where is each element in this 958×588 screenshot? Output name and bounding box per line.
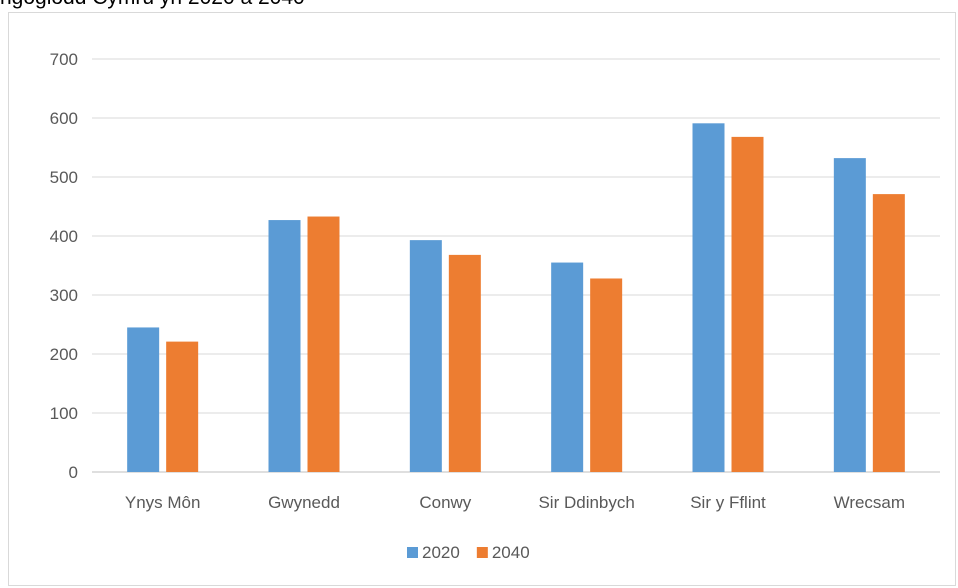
legend-swatch <box>407 547 418 558</box>
bars <box>127 123 905 473</box>
bar-2040 <box>166 341 199 472</box>
y-tick-label: 100 <box>50 404 78 423</box>
x-tick-label: Conwy <box>419 493 471 512</box>
y-tick-label: 0 <box>69 463 78 482</box>
x-axis-ticks: Ynys Môn Gwynedd Conwy Sir Ddinbych Sir y Ff… <box>125 493 905 512</box>
legend-label: 2040 <box>492 543 530 562</box>
legend: 2020 2040 <box>407 543 530 562</box>
y-tick-label: 700 <box>50 50 78 69</box>
x-tick-label: Ynys Môn <box>125 493 201 512</box>
chart-area <box>8 12 956 586</box>
bar-2040 <box>307 216 340 472</box>
bar-2040 <box>872 194 905 473</box>
bar-2040 <box>448 254 481 472</box>
y-axis-ticks: 0 100 200 300 400 500 600 700 <box>50 50 78 482</box>
bar-2020 <box>409 240 442 472</box>
gridlines <box>92 58 940 473</box>
legend-swatch <box>476 547 488 558</box>
bar-2020 <box>268 220 301 472</box>
y-tick-label: 600 <box>50 109 78 128</box>
x-tick-label: Sir Ddinbych <box>538 493 634 512</box>
x-tick-label: Wrecsam <box>834 493 905 512</box>
bar-2020 <box>833 158 866 472</box>
y-tick-label: 500 <box>50 168 78 187</box>
y-tick-label: 200 <box>50 345 78 364</box>
x-tick-label: Gwynedd <box>268 493 340 512</box>
bar-2020 <box>127 327 160 472</box>
y-tick-label: 300 <box>50 286 78 305</box>
chart-title: ngoglodd Cymru yn 2020 a 2040 <box>0 0 305 10</box>
y-tick-label: 400 <box>50 227 78 246</box>
bar-2040 <box>731 136 764 472</box>
x-tick-label: Sir y Fflint <box>690 493 766 512</box>
bar-2020 <box>692 123 725 472</box>
legend-label: 2020 <box>422 543 460 562</box>
bar-2040 <box>590 278 623 472</box>
bar-2020 <box>551 262 584 472</box>
